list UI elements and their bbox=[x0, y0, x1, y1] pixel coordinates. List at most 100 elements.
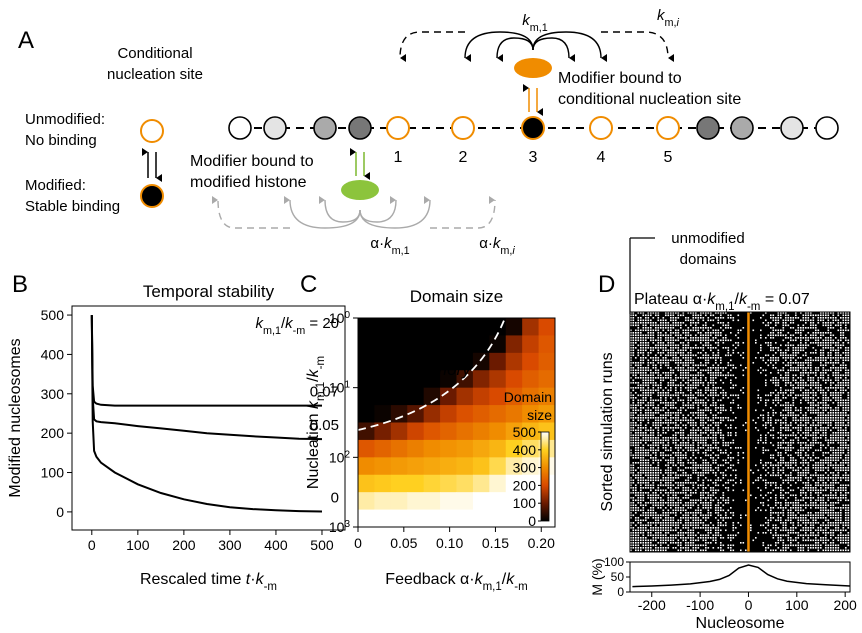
raster-dot bbox=[658, 370, 660, 372]
raster-dot bbox=[780, 415, 782, 417]
raster-dot bbox=[633, 540, 635, 542]
raster-dot bbox=[680, 430, 682, 432]
heatmap-cell bbox=[473, 353, 490, 371]
raster-dot bbox=[825, 400, 827, 402]
raster-dot bbox=[648, 382, 650, 384]
raster-dot bbox=[648, 412, 650, 414]
raster-dot bbox=[765, 337, 767, 339]
raster-dot bbox=[725, 522, 727, 524]
raster-dot bbox=[835, 417, 837, 419]
raster-dot bbox=[658, 450, 660, 452]
raster-dot bbox=[778, 535, 780, 537]
raster-dot bbox=[683, 440, 685, 442]
raster-dot bbox=[665, 437, 667, 439]
annotation: km,1/k-m = 20 bbox=[255, 315, 339, 337]
raster-dot bbox=[820, 342, 822, 344]
raster-dot bbox=[723, 397, 725, 399]
raster-dot bbox=[700, 535, 702, 537]
raster-dot bbox=[745, 422, 747, 424]
raster-dot bbox=[668, 455, 670, 457]
raster-dot bbox=[838, 497, 840, 499]
raster-dot bbox=[813, 475, 815, 477]
raster-dot bbox=[648, 512, 650, 514]
raster-dot bbox=[828, 515, 830, 517]
raster-dot bbox=[733, 480, 735, 482]
raster-dot bbox=[808, 485, 810, 487]
raster-dot bbox=[775, 322, 777, 324]
raster-dot bbox=[800, 472, 802, 474]
raster-dot bbox=[693, 397, 695, 399]
text-part: α· bbox=[479, 235, 493, 252]
raster-dot bbox=[690, 447, 692, 449]
raster-dot bbox=[838, 412, 840, 414]
raster-dot bbox=[805, 517, 807, 519]
raster-dot bbox=[770, 465, 772, 467]
raster-dot bbox=[695, 377, 697, 379]
raster-dot bbox=[665, 417, 667, 419]
raster-dot bbox=[808, 332, 810, 334]
raster-dot bbox=[633, 422, 635, 424]
raster-dot bbox=[750, 470, 752, 472]
raster-dot bbox=[793, 495, 795, 497]
raster-dot bbox=[738, 532, 740, 534]
raster-dot bbox=[660, 422, 662, 424]
raster-dot bbox=[700, 375, 702, 377]
raster-dot bbox=[753, 320, 755, 322]
raster-dot bbox=[785, 382, 787, 384]
raster-dot bbox=[778, 370, 780, 372]
raster-dot bbox=[808, 402, 810, 404]
raster-dot bbox=[830, 542, 832, 544]
raster-dot bbox=[680, 535, 682, 537]
raster-dot bbox=[658, 485, 660, 487]
raster-dot bbox=[693, 425, 695, 427]
raster-dot bbox=[833, 367, 835, 369]
raster-dot bbox=[663, 362, 665, 364]
raster-dot bbox=[823, 430, 825, 432]
raster-dot bbox=[670, 405, 672, 407]
raster-dot bbox=[808, 340, 810, 342]
raster-dot bbox=[658, 522, 660, 524]
raster-dot bbox=[673, 342, 675, 344]
raster-dot bbox=[705, 535, 707, 537]
raster-dot bbox=[758, 507, 760, 509]
raster-dot bbox=[690, 475, 692, 477]
raster-dot bbox=[765, 532, 767, 534]
raster-dot bbox=[795, 465, 797, 467]
raster-dot bbox=[640, 442, 642, 444]
raster-dot bbox=[740, 515, 742, 517]
raster-dot bbox=[828, 427, 830, 429]
raster-dot bbox=[668, 342, 670, 344]
raster-dot bbox=[665, 372, 667, 374]
raster-dot bbox=[715, 370, 717, 372]
raster-dot bbox=[840, 385, 842, 387]
raster-dot bbox=[835, 325, 837, 327]
raster-dot bbox=[693, 465, 695, 467]
raster-dot bbox=[825, 342, 827, 344]
raster-dot bbox=[803, 347, 805, 349]
raster-dot bbox=[793, 415, 795, 417]
raster-dot bbox=[790, 532, 792, 534]
colorbar-tick-label: 400 bbox=[513, 442, 537, 458]
raster-dot bbox=[723, 337, 725, 339]
raster-dot bbox=[633, 402, 635, 404]
raster-dot bbox=[655, 455, 657, 457]
raster-dot bbox=[815, 352, 817, 354]
raster-dot bbox=[803, 417, 805, 419]
raster-dot bbox=[820, 372, 822, 374]
raster-dot bbox=[673, 402, 675, 404]
raster-dot bbox=[665, 455, 667, 457]
raster-dot bbox=[758, 440, 760, 442]
raster-dot bbox=[818, 505, 820, 507]
raster-dot bbox=[650, 467, 652, 469]
raster-dot bbox=[660, 342, 662, 344]
raster-dot bbox=[655, 517, 657, 519]
raster-dot bbox=[648, 415, 650, 417]
raster-dot bbox=[663, 475, 665, 477]
raster-dot bbox=[813, 532, 815, 534]
raster-dot bbox=[730, 407, 732, 409]
raster-dot bbox=[650, 475, 652, 477]
raster-dot bbox=[813, 315, 815, 317]
raster-dot bbox=[690, 400, 692, 402]
raster-dot bbox=[820, 317, 822, 319]
raster-dot bbox=[833, 395, 835, 397]
